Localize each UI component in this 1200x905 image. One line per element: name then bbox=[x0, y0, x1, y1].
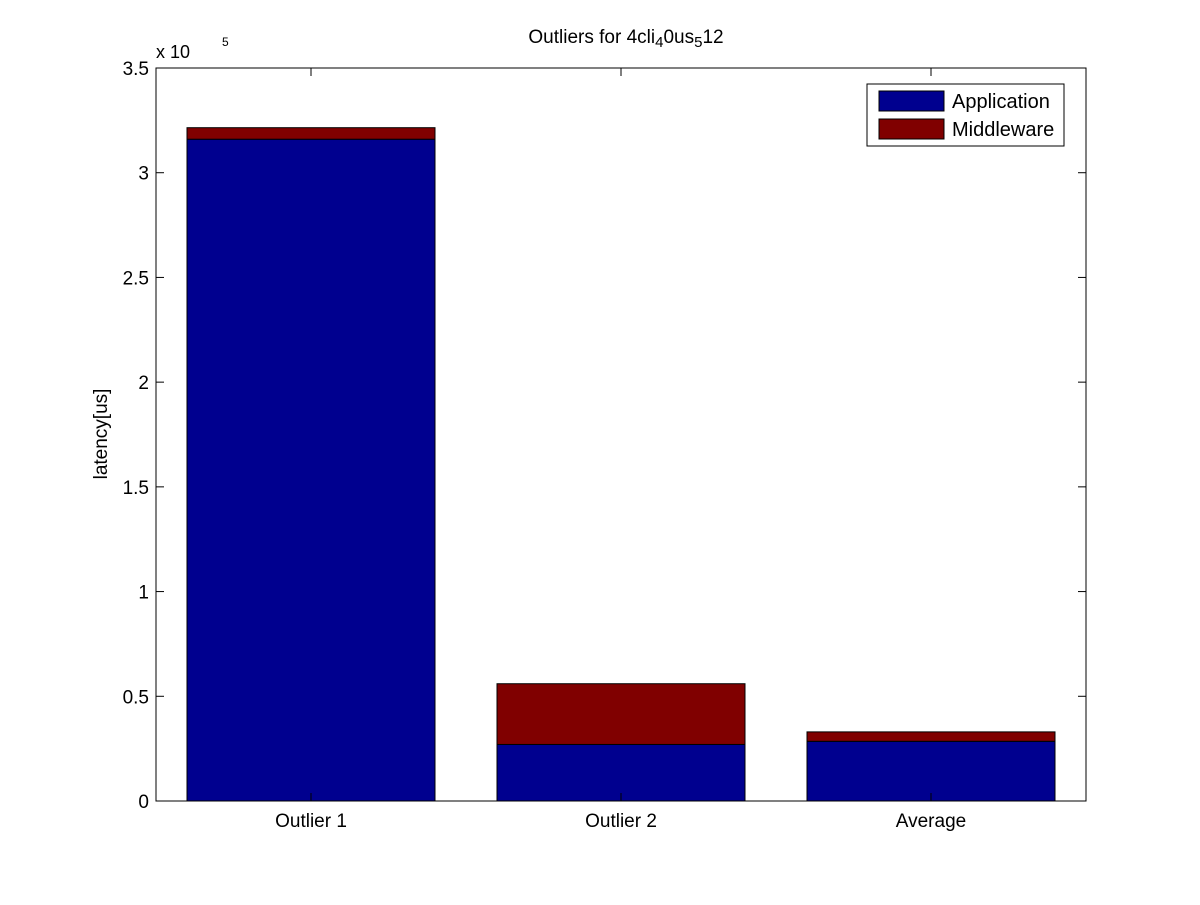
title-segment: 12 bbox=[702, 27, 723, 48]
bar-middleware-outlier-2 bbox=[496, 683, 746, 745]
title-segment: 0us bbox=[663, 27, 694, 48]
y-tick-label: 2 bbox=[138, 373, 149, 394]
plot-frame bbox=[155, 67, 1087, 802]
legend-swatch-middleware bbox=[878, 118, 945, 140]
bar-application-outlier-2 bbox=[496, 743, 746, 802]
bar-application-average bbox=[806, 740, 1056, 802]
y-tick-label: 2.5 bbox=[123, 268, 149, 289]
y-tick-label: 0 bbox=[138, 792, 149, 813]
legend-swatch-application bbox=[878, 90, 945, 112]
bar-middleware-average bbox=[806, 731, 1056, 742]
y-tick-label: 1 bbox=[138, 583, 149, 604]
ticks-layer: 0 0.5 1 1.5 2 2.5 3 3.5 bbox=[123, 59, 1086, 813]
legend-label-middleware: Middleware bbox=[952, 119, 1054, 141]
x-tick-label: Outlier 2 bbox=[585, 811, 657, 832]
y-tick-label: 3 bbox=[138, 164, 149, 185]
x-tick-label: Average bbox=[896, 811, 966, 832]
bar-application-outlier-1 bbox=[186, 138, 436, 802]
title-subscript: 5 bbox=[694, 34, 702, 51]
legend-entry-middleware: Middleware bbox=[878, 118, 1054, 141]
y-multiplier: x 10 5 bbox=[156, 35, 229, 62]
bars-layer: Outlier 1 Outlier 2 Average bbox=[186, 127, 1056, 832]
y-tick-label: 0.5 bbox=[123, 687, 149, 708]
y-tick-label: 3.5 bbox=[123, 59, 149, 80]
title-subscript: 4 bbox=[655, 34, 663, 51]
x-tick-label: Outlier 1 bbox=[275, 811, 347, 832]
y-multiplier-exponent: 5 bbox=[222, 35, 229, 49]
y-axis-label: latency[us] bbox=[91, 389, 112, 480]
y-tick-label: 1.5 bbox=[123, 478, 149, 499]
title-segment: Outliers for 4cli bbox=[528, 27, 655, 48]
legend-label-application: Application bbox=[952, 91, 1050, 113]
legend-entry-application: Application bbox=[878, 90, 1050, 113]
bar-middleware-outlier-1 bbox=[186, 127, 436, 140]
chart-title: Outliers for 4cli40us512 bbox=[528, 27, 723, 51]
legend: Application Middleware bbox=[866, 83, 1065, 147]
y-multiplier-base: x 10 bbox=[156, 42, 190, 62]
